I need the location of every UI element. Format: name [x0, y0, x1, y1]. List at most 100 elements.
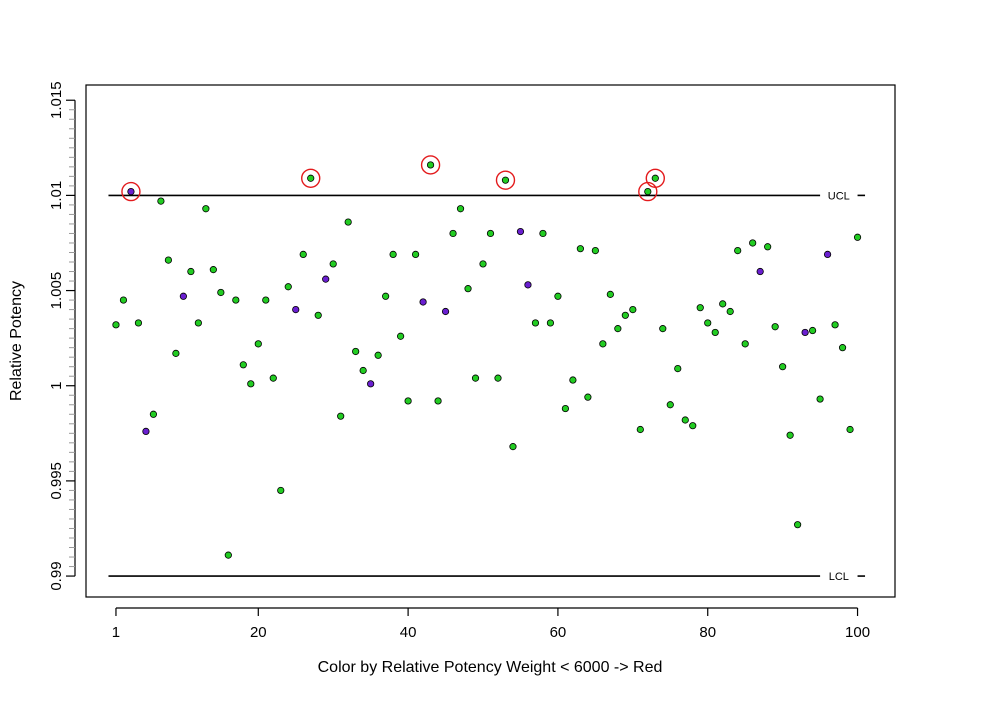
data-point [239, 361, 247, 369]
limit-label: LCL [829, 571, 849, 583]
data-point [209, 266, 217, 274]
data-point [269, 374, 277, 382]
data-point [516, 227, 525, 236]
y-tick-label: 1.005 [48, 272, 65, 310]
data-point [838, 344, 847, 352]
data-point [546, 319, 555, 327]
data-point [411, 250, 420, 258]
data-point [681, 416, 689, 424]
data-point [831, 321, 839, 329]
data-point [561, 404, 570, 413]
limit-label: UCL [828, 190, 850, 202]
data-point [359, 366, 367, 375]
x-tick-label: 20 [250, 624, 267, 641]
data-point [486, 229, 495, 238]
data-point [576, 245, 584, 253]
data-point [584, 393, 592, 401]
data-point [426, 161, 435, 169]
data-point [142, 427, 150, 436]
data-point [307, 174, 315, 182]
data-point [374, 351, 382, 359]
x-axis: 1 20 40 60 80 100 [112, 607, 870, 641]
highlight-circle [301, 168, 321, 188]
highlight-circle [420, 155, 441, 175]
highlight-circle [645, 168, 665, 188]
x-tick-label: 60 [550, 624, 567, 641]
data-point [853, 233, 862, 241]
data-point [456, 205, 465, 213]
data-point [164, 256, 172, 264]
x-axis-label: Color by Relative Potency Weight < 6000 … [318, 659, 663, 676]
data-point [397, 332, 405, 340]
data-point [187, 267, 195, 276]
data-point [539, 229, 547, 238]
data-point [314, 311, 322, 319]
data-point [247, 380, 255, 388]
data-point [621, 311, 629, 319]
data-point [509, 443, 517, 451]
y-axis-label: Relative Potency [8, 281, 25, 401]
data-point [711, 328, 719, 337]
data-point [771, 323, 779, 331]
data-point [292, 305, 300, 314]
data-point [329, 260, 337, 268]
data-point [734, 246, 742, 255]
data-point [134, 319, 143, 327]
data-points [112, 161, 862, 559]
data-point [149, 410, 158, 418]
data-point [741, 340, 749, 348]
data-point [644, 187, 652, 196]
data-point [404, 397, 412, 405]
data-point [531, 319, 540, 327]
y-tick-label: 1.01 [48, 181, 65, 210]
data-point [217, 288, 225, 297]
data-point [786, 431, 794, 439]
y-tick-label: 0.995 [48, 462, 65, 500]
data-point [284, 283, 292, 291]
data-point [277, 486, 285, 495]
data-point [816, 395, 824, 403]
data-point [441, 307, 450, 316]
data-point [696, 304, 704, 312]
data-point [501, 176, 510, 184]
data-point [756, 267, 764, 276]
data-point [591, 246, 599, 255]
data-point [479, 260, 487, 268]
y-tick-label: 1 [48, 382, 65, 390]
control-limits: UCL LCL [108, 190, 866, 583]
data-point [112, 321, 120, 329]
data-point [449, 229, 457, 238]
data-point [524, 281, 532, 289]
data-point [659, 325, 667, 333]
data-point [127, 187, 135, 196]
data-point [322, 275, 330, 283]
x-tick-label: 80 [699, 624, 716, 641]
data-point [569, 376, 577, 384]
x-tick-label: 40 [400, 624, 417, 641]
data-point [352, 347, 360, 356]
data-point [636, 425, 644, 434]
data-point [749, 239, 757, 247]
data-point [194, 319, 202, 327]
data-point [823, 250, 832, 258]
x-tick-label: 1 [112, 624, 120, 641]
data-point [344, 218, 352, 226]
y-axis: 0.99 0.995 1 1.005 1.01 1.015 [48, 81, 76, 591]
data-point [172, 349, 180, 357]
data-point [202, 205, 210, 213]
data-point [689, 422, 697, 430]
plot-frame [85, 84, 896, 598]
data-point [704, 319, 712, 327]
data-point [232, 296, 240, 304]
data-point [794, 521, 802, 529]
data-point [779, 363, 787, 371]
data-point [554, 292, 562, 300]
y-tick-label: 0.99 [48, 561, 65, 590]
data-point [666, 401, 674, 409]
data-point [629, 305, 637, 314]
data-point [471, 374, 480, 382]
data-point [179, 292, 187, 300]
data-point [157, 197, 165, 205]
data-point [337, 412, 345, 420]
